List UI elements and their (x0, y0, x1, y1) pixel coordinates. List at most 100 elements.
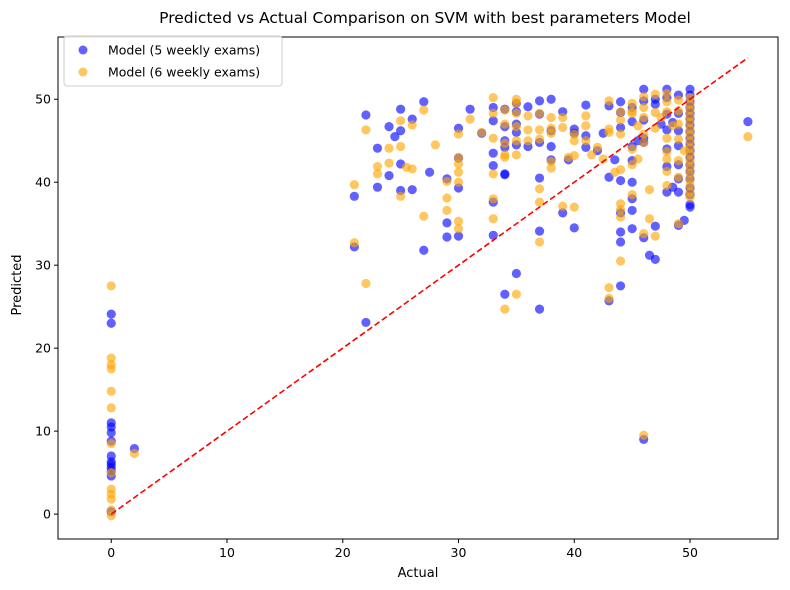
point-6-weekly (639, 137, 649, 147)
point-6-weekly (488, 214, 498, 224)
point-6-weekly (453, 167, 464, 177)
point-5-weekly (581, 142, 591, 152)
x-tick-label: 40 (566, 545, 582, 560)
point-6-weekly (662, 180, 672, 191)
point-6-weekly (685, 136, 695, 147)
point-6-weekly (639, 92, 649, 102)
point-6-weekly (534, 108, 545, 118)
point-6-weekly (534, 125, 545, 135)
point-6-weekly (488, 194, 498, 204)
chart-title: Predicted vs Actual Comparison on SVM wi… (159, 9, 691, 27)
point-6-weekly (569, 202, 579, 212)
point-5-weekly (615, 237, 626, 247)
point-6-weekly (442, 193, 452, 203)
point-6-weekly (546, 156, 556, 167)
point-6-weekly (627, 144, 637, 154)
y-axis: 0 10 20 30 40 50 (35, 92, 58, 522)
point-6-weekly (627, 108, 637, 118)
point-6-weekly (685, 92, 695, 103)
point-6-weekly (615, 256, 626, 266)
y-tick-label: 0 (43, 507, 51, 522)
point-6-weekly (639, 112, 649, 123)
point-6-weekly (488, 169, 498, 179)
point-6-weekly (673, 134, 684, 144)
point-6-weekly (384, 158, 394, 168)
point-5-weekly (534, 304, 545, 314)
point-6-weekly (615, 107, 626, 117)
point-6-weekly (106, 494, 116, 504)
point-6-weekly (662, 97, 672, 107)
point-6-weekly (488, 92, 498, 103)
point-6-weekly (534, 134, 545, 144)
point-5-weekly (384, 170, 394, 181)
point-6-weekly (639, 430, 649, 440)
point-5-weekly (534, 96, 545, 106)
point-6-weekly (633, 154, 643, 164)
point-6-weekly (106, 281, 116, 291)
point-5-weekly (453, 231, 464, 241)
y-tick-label: 50 (35, 92, 51, 107)
point-6-weekly (662, 154, 672, 164)
reference-line-layer (110, 57, 749, 515)
point-6-weekly (407, 164, 417, 174)
point-6-weekly (106, 403, 116, 413)
x-tick-label: 10 (219, 545, 235, 560)
point-5-weekly (627, 177, 637, 187)
point-5-weekly (581, 100, 591, 110)
point-6-weekly (627, 190, 637, 200)
point-6-weekly (662, 146, 672, 157)
point-6-weekly (685, 130, 695, 140)
point-6-weekly (558, 112, 568, 123)
point-6-weekly (488, 133, 498, 143)
legend-box (63, 35, 283, 87)
point-5-weekly (615, 227, 626, 237)
point-6-weekly (569, 151, 579, 161)
y-tick-label: 10 (35, 424, 51, 439)
point-6-weekly (615, 115, 626, 125)
point-6-weekly (500, 119, 510, 129)
point-6-weekly (662, 166, 672, 177)
point-6-weekly (534, 197, 545, 207)
point-5-weekly (650, 221, 660, 231)
point-6-weekly (106, 364, 116, 374)
point-6-weekly (511, 122, 521, 132)
point-6-weekly (511, 108, 521, 118)
point-6-weekly (685, 149, 695, 159)
point-5-weekly (488, 148, 498, 158)
point-6-weekly (106, 353, 116, 363)
point-5-weekly (419, 245, 429, 255)
point-6-weekly (442, 176, 452, 186)
x-axis: 0 10 20 30 40 50 (107, 539, 698, 560)
point-6-weekly (500, 105, 510, 115)
point-5-weekly (523, 102, 533, 112)
point-6-weekly (465, 114, 475, 124)
point-6-weekly (511, 136, 521, 146)
point-6-weekly (685, 180, 695, 191)
point-5-weekly (106, 309, 116, 319)
point-6-weekly (453, 216, 464, 226)
point-6-weekly (604, 127, 614, 138)
point-5-weekly (442, 232, 452, 242)
point-6-weekly (569, 129, 579, 139)
point-6-weekly (106, 386, 116, 396)
point-6-weekly (534, 184, 545, 194)
x-tick-label: 20 (335, 545, 351, 560)
legend-marker-series-1 (78, 45, 88, 55)
legend-label-series-2: Model (6 weekly exams) (108, 65, 260, 80)
point-5-weekly (534, 226, 545, 236)
point-5-weekly (106, 428, 116, 438)
point-6-weekly (453, 224, 464, 234)
point-5-weekly (569, 223, 579, 233)
point-5-weekly (361, 317, 371, 328)
point-5-weekly (372, 143, 383, 153)
legend-marker-series-2 (78, 67, 88, 77)
point-6-weekly (558, 122, 568, 133)
point-6-weekly (453, 129, 464, 139)
point-6-weekly (673, 172, 684, 182)
point-6-weekly (633, 121, 643, 131)
point-6-weekly (673, 95, 684, 105)
point-6-weekly (615, 204, 626, 215)
point-6-weekly (349, 238, 359, 248)
x-tick-label: 30 (451, 545, 467, 560)
